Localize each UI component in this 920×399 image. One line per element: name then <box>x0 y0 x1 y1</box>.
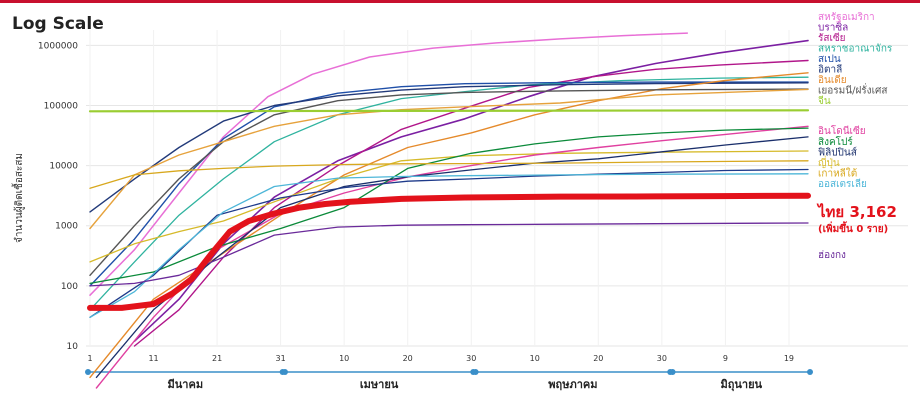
series-line <box>95 136 809 379</box>
x-tick-label: 20 <box>403 354 413 363</box>
series-line <box>89 173 809 318</box>
series-label: ฟิลิปปินส์ <box>818 147 857 159</box>
series-label: จีน <box>818 95 831 107</box>
series-line <box>133 39 809 342</box>
month-band-start-dot <box>281 369 288 375</box>
series-line <box>89 222 809 287</box>
y-tick-label: 10 <box>67 342 79 352</box>
month-band-end-dot <box>807 369 813 375</box>
series-line <box>89 168 809 318</box>
series-label: สิงคโปร์ <box>818 135 853 148</box>
x-tick-label: 9 <box>723 354 728 363</box>
series-line <box>89 82 809 213</box>
series-label: อิตาลี <box>818 64 842 76</box>
x-tick-label: 30 <box>657 354 667 363</box>
series-line <box>133 59 809 347</box>
series-label: สหราชอาณาจักร <box>818 44 893 55</box>
thailand-label: ไทย 3,162 <box>816 202 897 221</box>
month-bands: มีนาคม เมษายน พฤษภาคม มิถุนายน <box>85 369 813 392</box>
y-axis-label: จำนวนผู้ติดเชื้อสะสม <box>11 153 25 243</box>
series-line <box>88 109 810 113</box>
month-label: มีนาคม <box>168 378 204 391</box>
x-tick-label: 31 <box>276 354 286 363</box>
series-labels: สหรัฐอเมริกาบราซิลรัสเซียสหราชอาณาจักรสเ… <box>816 12 897 261</box>
series-label: เกาหลีใต้ <box>818 168 857 180</box>
series-label: ฮ่องกง <box>818 250 846 261</box>
month-label: เมษายน <box>360 378 399 391</box>
x-axis: 1 11 21 31 10 20 30 10 20 30 9 19 <box>87 354 794 363</box>
series-line <box>89 150 809 263</box>
series-label: บราซิล <box>818 23 848 34</box>
month-band-start-dot <box>669 369 676 375</box>
series-label: สเปน <box>818 54 841 65</box>
x-tick-label: 11 <box>148 354 158 363</box>
series-line <box>89 81 809 287</box>
x-tick-label: 21 <box>212 354 222 363</box>
month-label: พฤษภาคม <box>548 378 597 391</box>
series-label: สหรัฐอเมริกา <box>818 12 875 23</box>
y-tick-label: 1000000 <box>38 41 78 51</box>
series-line <box>87 192 811 311</box>
y-tick-label: 1000 <box>55 222 78 232</box>
y-tick-label: 10000 <box>49 162 78 172</box>
y-tick-label: 100 <box>61 282 78 292</box>
chart-title: Log Scale <box>12 14 104 34</box>
series-line <box>89 76 809 311</box>
y-axis: 10 100 1000 10000 100000 1000000 <box>38 41 78 352</box>
thailand-sublabel: (เพิ่มขึ้น 0 ราย) <box>818 221 888 235</box>
series-line <box>89 88 809 276</box>
top-accent-line <box>0 0 920 3</box>
series-label: ออสเตรเลีย <box>818 178 867 190</box>
series-line <box>89 127 809 285</box>
x-tick-label: 30 <box>466 354 476 363</box>
series-line <box>89 88 809 230</box>
series-line <box>89 32 689 296</box>
x-tick-label: 20 <box>593 354 603 363</box>
x-tick-label: 10 <box>530 354 540 363</box>
series-label: ญี่ปุ่น <box>818 155 840 169</box>
series-lines <box>87 32 811 389</box>
series-label: อินเดีย <box>818 74 847 86</box>
series-label: รัสเซีย <box>818 32 846 44</box>
x-tick-label: 10 <box>339 354 349 363</box>
x-tick-label: 19 <box>784 354 794 363</box>
month-band-start-dot <box>85 369 91 375</box>
series-label: อินโดนีเซีย <box>818 124 866 137</box>
x-tick-label: 1 <box>87 354 92 363</box>
y-tick-label: 100000 <box>44 101 79 111</box>
month-band-start-dot <box>472 369 479 375</box>
series-line <box>89 160 809 189</box>
series-label: เยอรมนี/ฝรั่งเศส <box>818 83 887 97</box>
month-label: มิถุนายน <box>720 378 762 392</box>
